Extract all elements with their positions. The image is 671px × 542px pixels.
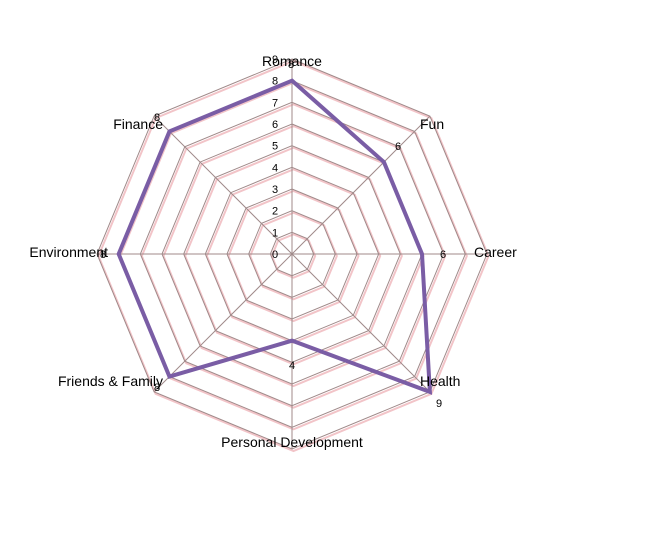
- grid-ring-shadow: [249, 211, 338, 301]
- category-label: Career: [474, 244, 517, 260]
- grid-ring-shadow: [119, 81, 468, 431]
- grid-ring-shadow: [270, 233, 317, 279]
- axis-spoke: [291, 253, 431, 393]
- radial-tick-label: 1: [272, 227, 278, 239]
- radial-tick-label: 5: [272, 141, 278, 153]
- data-label: 8: [100, 249, 106, 261]
- data-label: 8: [288, 59, 294, 71]
- category-label: Environment: [29, 244, 108, 260]
- radial-tick-label: 0: [272, 249, 278, 261]
- axis-spoke: [153, 115, 293, 255]
- radial-tick-label: 9: [272, 54, 278, 66]
- radial-tick-label: 4: [272, 162, 278, 174]
- category-label: Romance: [262, 53, 322, 69]
- data-label: 4: [289, 360, 295, 372]
- grid-ring-shadow: [97, 59, 490, 453]
- axis-spoke: [153, 253, 293, 393]
- data-label: 9: [436, 398, 442, 410]
- radial-tick-label: 2: [272, 206, 278, 218]
- category-label: Personal Development: [221, 434, 363, 450]
- radial-tick-label: 3: [272, 184, 278, 196]
- radial-tick-label: 6: [272, 119, 278, 131]
- data-label: 6: [395, 141, 401, 153]
- grid-ring-shadow: [184, 146, 403, 366]
- category-label: Friends & Family: [58, 373, 163, 389]
- category-label: Fun: [420, 116, 444, 132]
- radial-tick-label: 8: [272, 76, 278, 88]
- axis-spoke: [291, 115, 431, 255]
- category-label: Health: [420, 373, 460, 389]
- data-label: 8: [154, 112, 160, 124]
- data-label: 8: [154, 382, 160, 394]
- grid-ring-shadow: [140, 103, 447, 409]
- data-label: 6: [440, 249, 446, 261]
- grid-ring-shadow: [227, 189, 360, 323]
- series-line: [116, 78, 433, 395]
- radial-tick-label: 7: [272, 97, 278, 109]
- category-label: Finance: [113, 116, 163, 132]
